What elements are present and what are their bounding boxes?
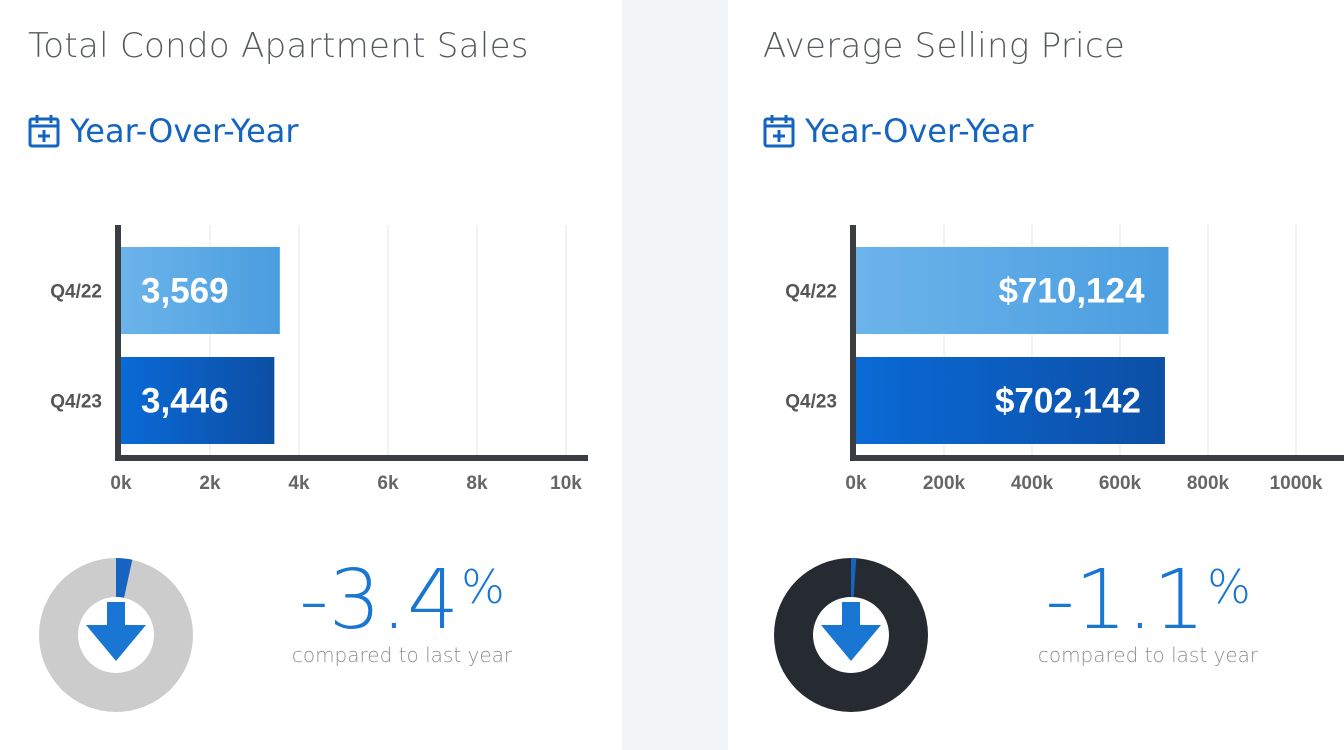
period-text: Year-Over-Year: [70, 112, 299, 150]
bar-q4-22: [856, 247, 1169, 334]
donut-arc: [116, 558, 133, 598]
compared-text: compared to last year: [291, 643, 513, 667]
change-value: -3.4: [299, 553, 460, 648]
change-donut: [774, 558, 928, 712]
x-tick-label: 400k: [1011, 473, 1054, 494]
bar-q4-23: [121, 357, 275, 444]
category-label: Q4/22: [785, 282, 837, 303]
x-tick-label: 600k: [1099, 473, 1142, 494]
calendar-plus-icon: [28, 115, 60, 148]
period-label: Year-Over-Year: [763, 112, 1034, 150]
donut-arc: [851, 558, 857, 598]
panel-title: Average Selling Price: [763, 26, 1126, 66]
period-label: Year-Over-Year: [28, 112, 299, 150]
period-text: Year-Over-Year: [805, 112, 1034, 150]
category-label: Q4/23: [50, 392, 102, 413]
data-label: 3,569: [141, 272, 229, 311]
x-tick-label: 1000k: [1270, 473, 1323, 494]
x-tick-label: 6k: [377, 473, 399, 494]
bar-q4-23: [856, 357, 1165, 444]
data-label: $710,124: [998, 272, 1145, 311]
panel-average-price: Average Selling Price Year-Over-Year 0k 2…: [728, 0, 1344, 750]
change-unit: %: [1207, 560, 1251, 614]
change-unit: %: [461, 560, 505, 614]
panel-condo-sales: Total Condo Apartment Sales Year-Over-Ye…: [0, 0, 622, 750]
panel-title: Total Condo Apartment Sales: [28, 26, 529, 66]
arrow-down-icon: [86, 602, 146, 661]
x-tick-label: 0k: [845, 473, 867, 494]
category-label: Q4/22: [50, 282, 102, 303]
change-percent: -3.4%: [242, 560, 562, 642]
x-tick-label: 200k: [923, 473, 966, 494]
x-tick-label: 0k: [110, 473, 132, 494]
x-tick-label: 800k: [1187, 473, 1230, 494]
x-tick-label: 10k: [550, 473, 582, 494]
x-tick-label: 8k: [466, 473, 488, 494]
change-percent: -1.1%: [988, 560, 1308, 642]
data-label: $702,142: [995, 382, 1141, 421]
compared-text: compared to last year: [1037, 643, 1259, 667]
bar-q4-22: [121, 247, 280, 334]
bar-chart-condo-sales: 0k 2k 4k 6k 8k 10k Q4/22 3,569 Q4/23 3,446: [50, 225, 588, 494]
data-label: 3,446: [141, 382, 229, 421]
x-tick-label: 2k: [199, 473, 221, 494]
change-value: -1.1: [1045, 553, 1206, 648]
category-label: Q4/23: [785, 392, 837, 413]
bar-chart-average-price: 0k 200k 400k 600k 800k 1000k Q4/22 $710,124 Q4/2…: [785, 225, 1344, 494]
change-donut: [39, 558, 193, 712]
arrow-down-icon: [821, 602, 881, 661]
calendar-plus-icon: [763, 115, 795, 148]
x-tick-label: 4k: [288, 473, 310, 494]
